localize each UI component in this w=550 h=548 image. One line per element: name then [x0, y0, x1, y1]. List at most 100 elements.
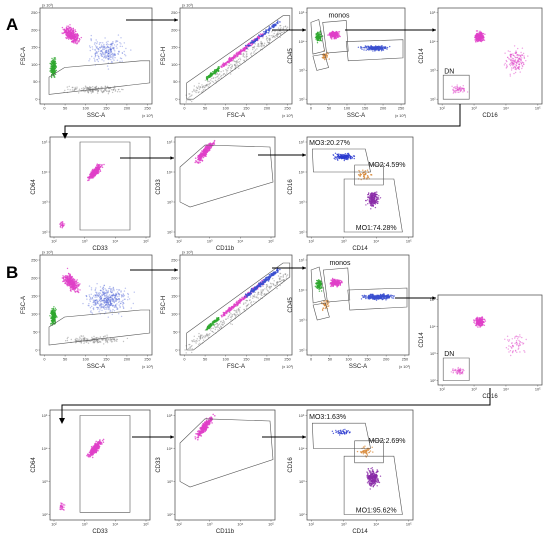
y-tick-label: 10⁴: [42, 170, 48, 174]
gating-arrow: [262, 435, 306, 439]
x-axis-label: SSC-A: [87, 364, 105, 370]
gating-arrow: [120, 156, 174, 160]
x-axis-label: FSC-A: [227, 364, 245, 370]
gate-outline: [322, 267, 351, 303]
plot-frame: [306, 409, 414, 521]
population-events: [87, 163, 105, 182]
x-axis-label: CD33: [92, 246, 108, 252]
gate-outline: [48, 309, 151, 346]
x-scale-marker: (x 10³): [282, 365, 294, 369]
y-tick-label: 150: [31, 46, 37, 50]
plot-frame: [306, 136, 414, 238]
population-events: [473, 316, 487, 328]
gate-outline: [310, 19, 325, 55]
x-tick-label: 0: [310, 358, 312, 362]
y-axis-label: CD14: [419, 48, 425, 64]
x-tick-label: 10²: [176, 523, 182, 527]
x-scale-marker: (x 10³): [142, 365, 154, 369]
x-tick-label: 10³: [82, 240, 88, 244]
plot-A-1-2: FSC-A FSC-H (x 10³) (x 10³) 0 50 100 150 200 250 0…: [161, 4, 294, 120]
y-tick-label: 10²: [42, 513, 48, 517]
population-events: [327, 30, 341, 40]
x-tick-label: 50: [327, 107, 331, 111]
gate-label: MO3:1.63%: [309, 414, 346, 421]
plot-frame: [306, 7, 406, 105]
x-tick-label: 10²: [51, 523, 57, 527]
population-events: [88, 34, 132, 70]
gate-label: DN: [444, 68, 454, 75]
y-tick-label: 0: [175, 348, 177, 352]
y-tick-label: 50: [33, 80, 37, 84]
plot-frame: [174, 409, 276, 521]
y-scale-marker: (x 10³): [42, 4, 54, 8]
gate-outline: [343, 178, 403, 233]
gate-outline: [442, 74, 470, 100]
y-tick-label: 10⁵: [42, 414, 48, 418]
y-tick-label: 10³: [299, 200, 305, 204]
plot-B-2-2: CD11b CD33 10² 10³ 10⁴ 10⁵ 10² 10³ 10⁴ 10⁵: [156, 409, 276, 535]
x-tick-label: 100: [223, 107, 229, 111]
x-tick-label: 10⁴: [112, 523, 118, 527]
gate-outline: [347, 287, 408, 311]
y-tick-label: 200: [31, 28, 37, 32]
y-tick-label: 10²: [167, 513, 173, 517]
population-events: [474, 30, 486, 43]
population-events: [244, 20, 281, 50]
population-events: [61, 24, 83, 45]
x-tick-label: 10⁵: [406, 523, 412, 527]
y-tick-label: 10²: [42, 230, 48, 234]
x-tick-label: 10⁵: [535, 388, 541, 392]
y-tick-label: 10⁵: [299, 258, 305, 262]
x-tick-label: 50: [63, 107, 67, 111]
population-events: [451, 84, 469, 94]
x-tick-label: 150: [362, 107, 368, 111]
population-events: [365, 191, 382, 210]
gating-arrow-wrap: [61, 388, 491, 420]
gate-label: MO2:2.69%: [368, 438, 405, 445]
x-axis-label: CD11b: [216, 246, 235, 252]
y-tick-label: 10⁴: [430, 325, 436, 329]
gate-outline: [79, 141, 131, 231]
population-events: [356, 445, 374, 458]
y-tick-label: 10³: [42, 480, 48, 484]
x-tick-label: 10⁴: [112, 240, 118, 244]
population-events: [205, 317, 220, 331]
y-tick-label: 0: [35, 348, 37, 352]
x-tick-label: 10³: [341, 240, 347, 244]
population-events: [61, 267, 81, 294]
x-tick-label: 10⁵: [143, 523, 149, 527]
x-tick-label: 50: [203, 107, 207, 111]
population-events: [59, 502, 66, 511]
y-tick-label: 10²: [299, 98, 305, 102]
gating-arrow-wrap: [64, 104, 461, 135]
plot-frame: [39, 254, 153, 356]
x-tick-label: 50: [63, 358, 67, 362]
gating-arrow: [272, 266, 306, 270]
y-tick-label: 10⁵: [299, 11, 305, 15]
plot-frame: [174, 136, 276, 238]
gate-label: MO1:95.62%: [356, 507, 397, 514]
gating-arrow: [272, 28, 306, 32]
gate-label: DN: [444, 351, 454, 358]
x-tick-label: 0: [43, 358, 45, 362]
y-tick-label: 10⁵: [299, 414, 305, 418]
x-tick-label: 0: [43, 107, 45, 111]
gate-outline: [186, 262, 291, 351]
x-tick-label: 10³: [207, 240, 213, 244]
y-tick-label: 10³: [299, 480, 305, 484]
plot-B-1-3: SSC-A CD45 (x 10³) 0 50 100 150 200 250 10² 10³ 10⁴…: [288, 254, 411, 370]
x-scale-marker: (x 10³): [395, 114, 407, 118]
y-tick-label: 10²: [299, 230, 305, 234]
population-events: [504, 334, 527, 357]
y-scale-marker: (x 10³): [182, 251, 194, 255]
population-events: [82, 283, 135, 318]
y-tick-label: 10⁴: [42, 447, 48, 451]
x-tick-label: 200: [124, 358, 130, 362]
plot-B-1-2: FSC-A FSC-H (x 10³) (x 10³) 0 50 100 150 200 250 0…: [161, 251, 294, 371]
x-tick-label: 250: [284, 107, 290, 111]
x-tick-label: 10²: [51, 240, 57, 244]
x-tick-label: 10⁵: [406, 240, 412, 244]
y-tick-label: 250: [171, 11, 177, 15]
x-axis-label: SSC-A: [349, 364, 367, 370]
population-events: [49, 57, 58, 79]
